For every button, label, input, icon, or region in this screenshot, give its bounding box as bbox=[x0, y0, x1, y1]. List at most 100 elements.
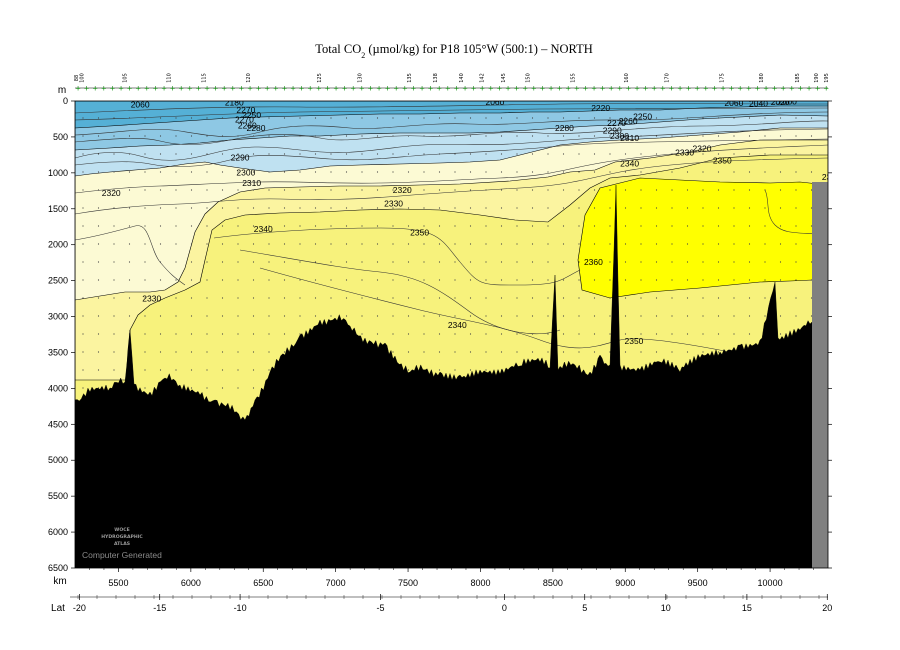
sample-dot bbox=[283, 135, 286, 137]
sample-dot bbox=[283, 279, 286, 281]
sample-dot bbox=[144, 189, 146, 191]
sample-dot bbox=[299, 171, 301, 173]
atlas-logo-line-1: WOCE bbox=[114, 527, 129, 533]
sample-dot bbox=[547, 153, 549, 155]
sample-dot bbox=[469, 171, 472, 173]
station-marker: + bbox=[144, 85, 150, 93]
station-marker: + bbox=[101, 85, 107, 93]
sample-dot bbox=[97, 225, 100, 227]
distance-tick-label: 10000 bbox=[758, 578, 783, 588]
sample-dot bbox=[423, 279, 425, 281]
land-wall bbox=[812, 182, 828, 568]
sample-dot bbox=[376, 297, 379, 299]
depth-tick-label: 3000 bbox=[48, 312, 68, 322]
sample-dot bbox=[454, 297, 456, 299]
sample-dot bbox=[82, 261, 84, 263]
contour-line bbox=[75, 138, 828, 167]
sample-dot bbox=[330, 279, 332, 281]
sample-dot bbox=[748, 333, 751, 335]
sample-dot bbox=[609, 297, 611, 299]
distance-tick-label: 5500 bbox=[108, 578, 128, 588]
sample-dot bbox=[609, 207, 611, 209]
distance-tick-label: 9000 bbox=[615, 578, 635, 588]
station-number-label: 120 bbox=[246, 73, 252, 83]
sample-dot bbox=[469, 135, 472, 137]
station-marker: + bbox=[247, 85, 253, 93]
station-marker: + bbox=[703, 85, 709, 93]
sample-dot bbox=[82, 225, 84, 227]
sample-dot bbox=[175, 369, 177, 371]
sample-dot bbox=[175, 297, 177, 299]
sample-dot bbox=[779, 333, 782, 335]
sample-dot bbox=[283, 261, 286, 263]
station-marker: + bbox=[419, 85, 425, 93]
contour-label: 2360 bbox=[584, 257, 603, 267]
sample-dot bbox=[485, 207, 487, 209]
sample-dot bbox=[175, 225, 177, 227]
sample-dot bbox=[221, 135, 224, 137]
sample-dot bbox=[593, 135, 596, 137]
sample-dot bbox=[593, 279, 596, 281]
sample-dot bbox=[159, 243, 162, 245]
sample-dot bbox=[624, 243, 627, 245]
sample-dot bbox=[516, 189, 518, 191]
station-number-label: 130 bbox=[358, 73, 364, 83]
sample-dot bbox=[733, 135, 735, 137]
sample-dot bbox=[221, 117, 224, 119]
sample-dot bbox=[779, 297, 782, 299]
sample-dot bbox=[531, 297, 534, 299]
sample-dot bbox=[190, 387, 193, 389]
sample-dot bbox=[686, 171, 689, 173]
sample-dot bbox=[206, 261, 208, 263]
sample-dot bbox=[795, 225, 797, 227]
sample-dot bbox=[299, 279, 301, 281]
sample-dot bbox=[376, 261, 379, 263]
sample-dot bbox=[686, 135, 689, 137]
sample-dot bbox=[97, 189, 100, 191]
station-marker: + bbox=[316, 85, 322, 93]
depth-tick-label: 5500 bbox=[48, 491, 68, 501]
sample-dot bbox=[810, 261, 813, 263]
sample-dot bbox=[283, 243, 286, 245]
contour-label: 2250 bbox=[633, 112, 652, 122]
sample-dot bbox=[128, 207, 131, 209]
contour-label: 23 bbox=[822, 172, 832, 182]
sample-dot bbox=[314, 243, 317, 245]
sample-dot bbox=[733, 207, 735, 209]
sample-dot bbox=[345, 297, 348, 299]
sample-dot bbox=[128, 189, 131, 191]
sample-dot bbox=[671, 351, 673, 353]
sample-dot bbox=[345, 315, 348, 317]
station-marker: + bbox=[393, 85, 399, 93]
sample-dot bbox=[748, 243, 751, 245]
sample-dot bbox=[113, 333, 115, 335]
sample-dot bbox=[795, 261, 797, 263]
sample-dot bbox=[655, 207, 658, 209]
sample-dot bbox=[376, 207, 379, 209]
sample-dot bbox=[237, 387, 239, 389]
sample-dot bbox=[516, 153, 518, 155]
sample-dot bbox=[206, 351, 208, 353]
station-marker: + bbox=[290, 85, 296, 93]
sample-dot bbox=[175, 153, 177, 155]
sample-dot bbox=[314, 315, 317, 317]
sample-dot bbox=[640, 333, 642, 335]
sample-dot bbox=[299, 297, 301, 299]
sample-dot bbox=[810, 225, 813, 227]
station-marker: + bbox=[324, 85, 330, 93]
sample-dot bbox=[531, 333, 534, 335]
sample-dot bbox=[237, 369, 239, 371]
contour-label: 2180 bbox=[225, 97, 244, 107]
sample-dot bbox=[764, 117, 766, 119]
sample-dot bbox=[175, 135, 177, 137]
sample-dot bbox=[469, 117, 472, 119]
sample-dot bbox=[547, 189, 549, 191]
sample-dot bbox=[516, 243, 518, 245]
contour-label: 2330 bbox=[142, 293, 161, 303]
station-marker: + bbox=[797, 85, 803, 93]
sample-dot bbox=[438, 261, 441, 263]
sample-dot bbox=[423, 243, 425, 245]
sample-dot bbox=[717, 189, 720, 191]
depth-tick-label: 6500 bbox=[48, 563, 68, 573]
sample-dot bbox=[686, 189, 689, 191]
